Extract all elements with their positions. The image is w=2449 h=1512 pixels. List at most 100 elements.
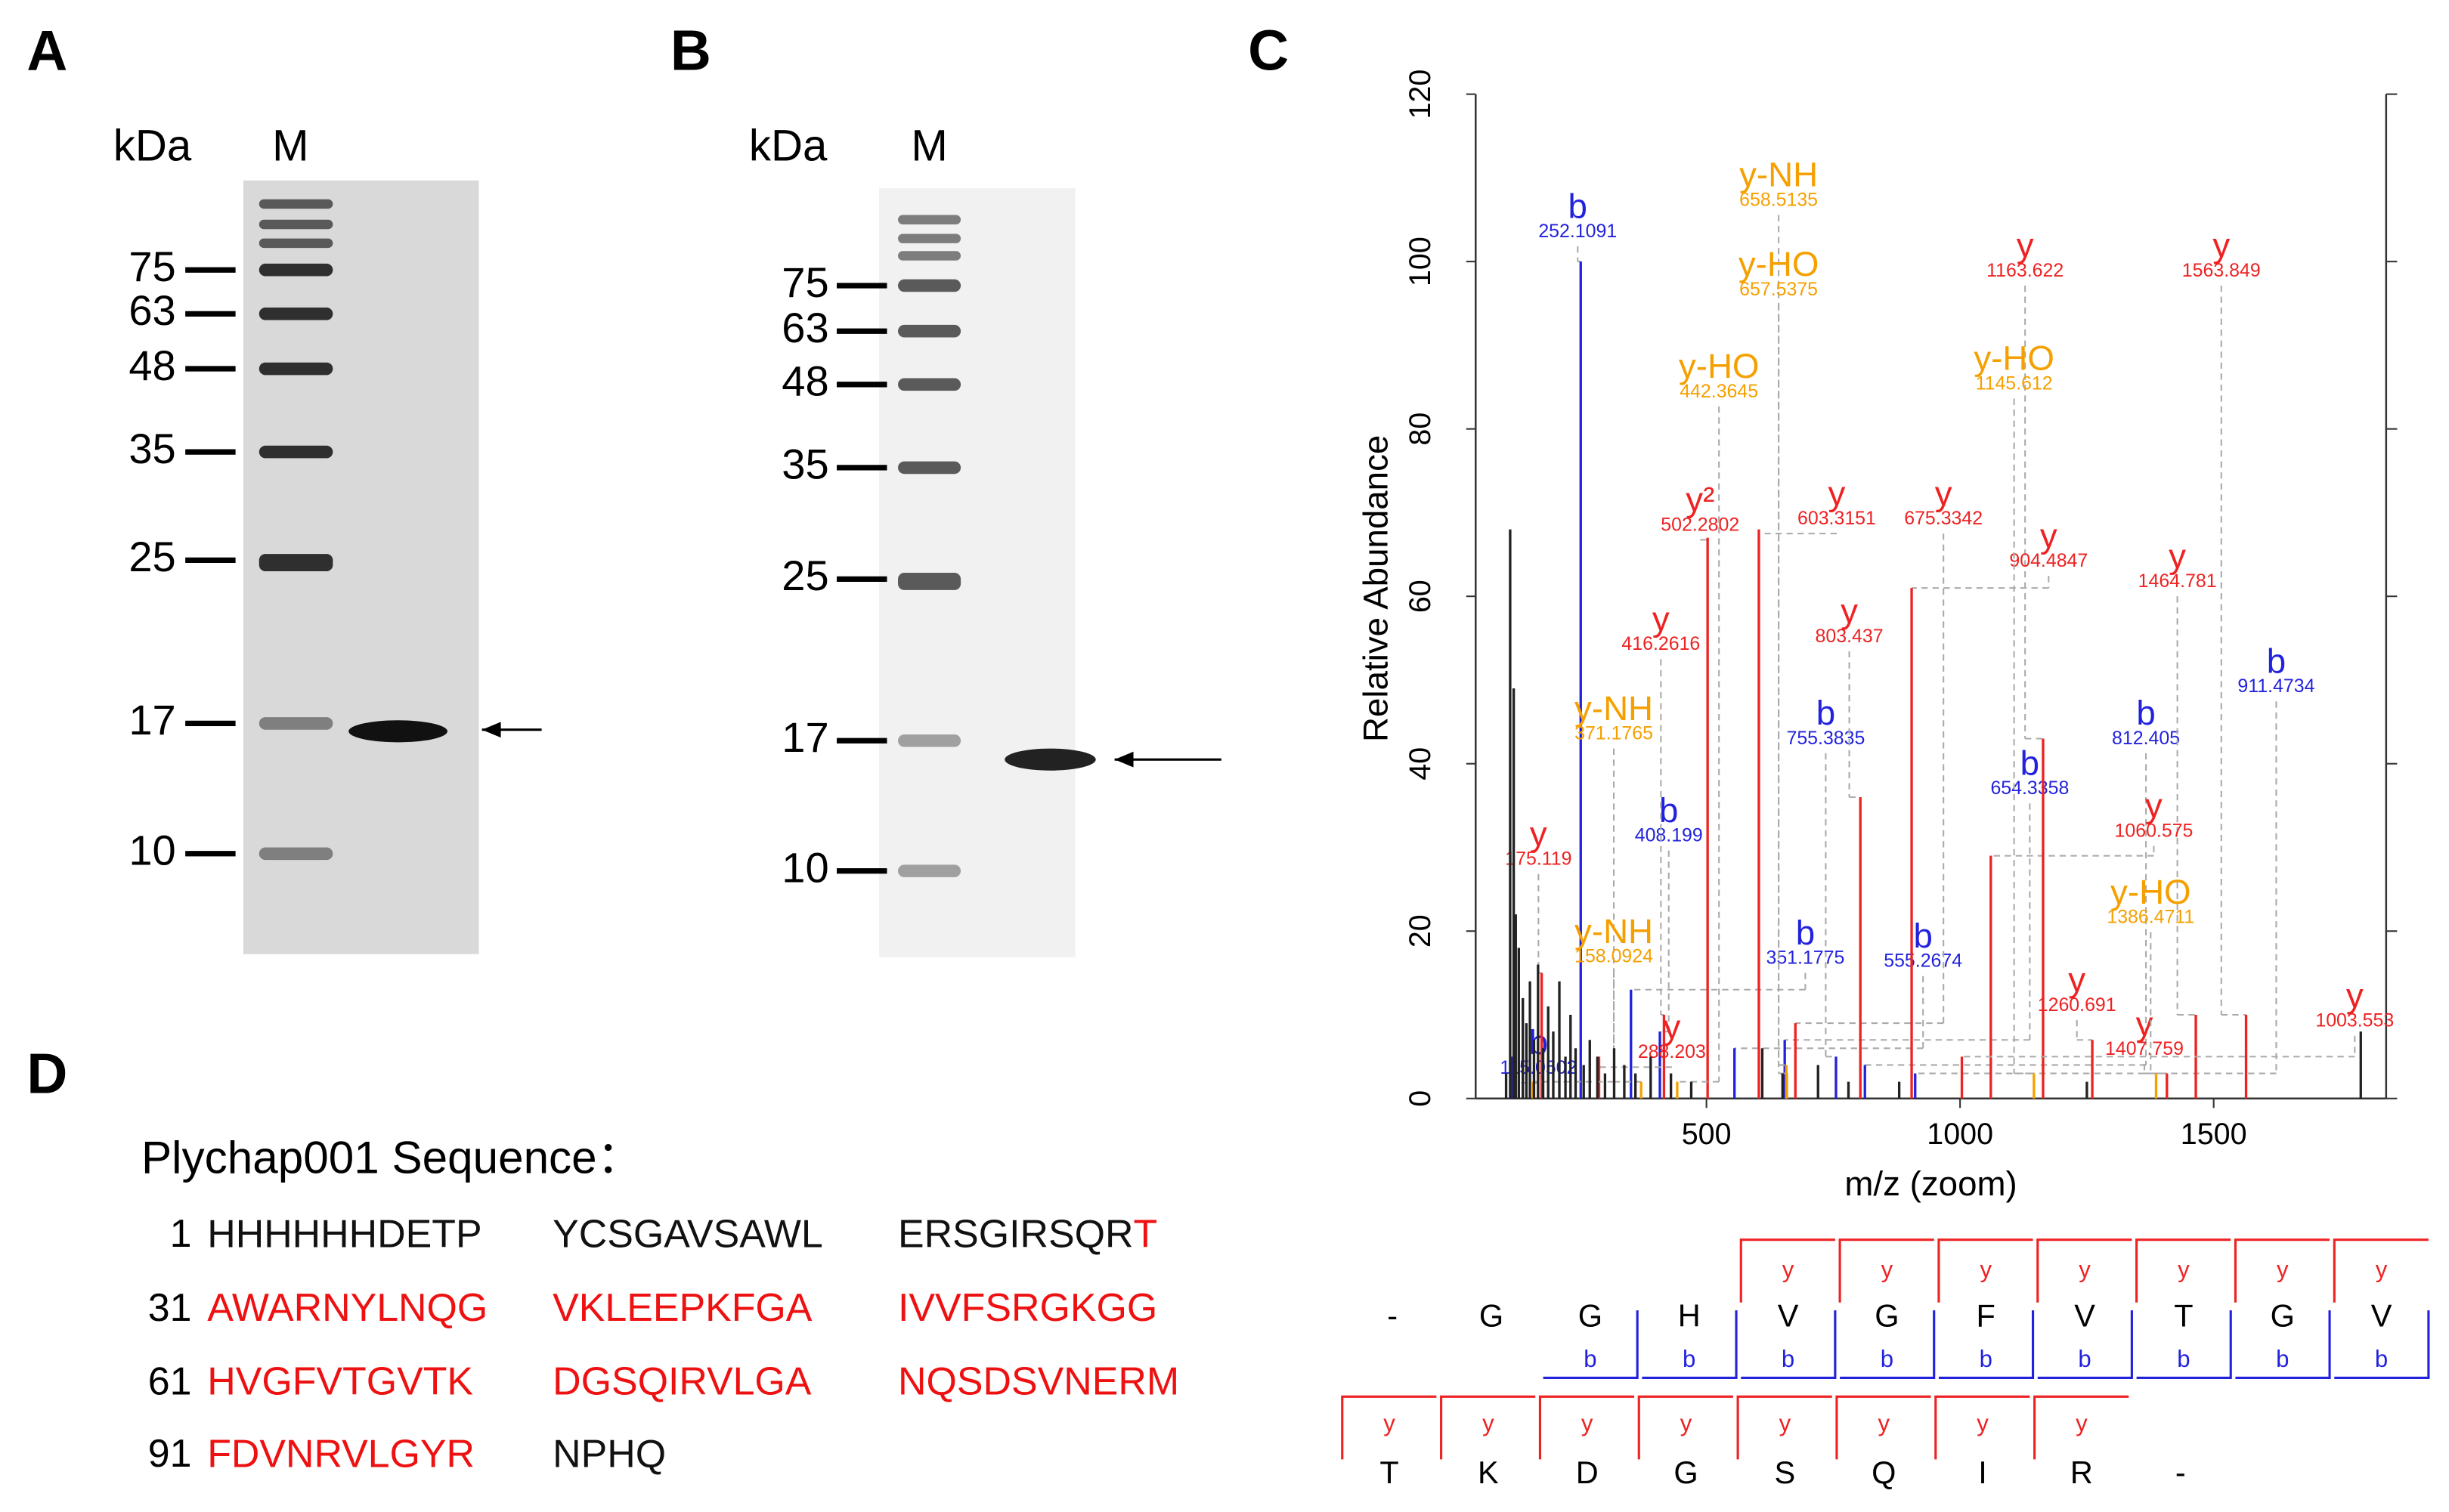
ion-label: b	[1568, 187, 1587, 225]
b-ion: b	[1980, 1346, 1992, 1372]
y-tick-label: 20	[1404, 914, 1437, 948]
b-bracket	[2334, 1310, 2430, 1379]
gel-band	[259, 717, 333, 730]
y-ion: y	[1878, 1410, 1890, 1436]
y-tick-label: 80	[1404, 413, 1437, 446]
y-bracket	[1835, 1395, 1931, 1460]
b-ion: b	[2375, 1346, 2388, 1372]
ion-label: b	[2267, 642, 2286, 681]
gel-band	[348, 720, 447, 743]
y-bracket	[2135, 1238, 2231, 1303]
sequence-number: 1	[170, 1212, 192, 1256]
b-ion: b	[1683, 1346, 1695, 1372]
gel-band	[259, 263, 333, 277]
mz-label: 416.2616	[1621, 633, 1700, 654]
gel-band	[898, 461, 961, 475]
residue: G	[1578, 1297, 1602, 1333]
panel-label: A	[26, 18, 67, 82]
mz-label: 803.437	[1816, 626, 1884, 647]
leader-line	[2013, 398, 2034, 1074]
y-ion: y	[1881, 1256, 1893, 1282]
b-ion: b	[1881, 1346, 1893, 1372]
residue: -	[1387, 1297, 1398, 1333]
leader-line	[1577, 246, 1581, 263]
y-tick-label: 100	[1404, 237, 1437, 286]
ion-label: y	[1828, 474, 1846, 512]
residue: D	[1576, 1455, 1599, 1490]
y-bracket	[1934, 1395, 2030, 1460]
gel-band	[1005, 748, 1096, 771]
y-bracket	[1937, 1238, 2033, 1303]
x-axis-label: m/z (zoom)	[1844, 1164, 2017, 1203]
b-bracket	[2136, 1310, 2232, 1379]
y-bracket	[1838, 1238, 1934, 1303]
sequence-number: 61	[148, 1359, 192, 1403]
marker-label: 35	[782, 441, 828, 488]
residue: G	[1479, 1297, 1503, 1333]
sequence-group: YCSGAVSAWL	[553, 1212, 823, 1256]
marker-label: 48	[128, 342, 175, 389]
ion-label: y-HO	[2110, 873, 2191, 911]
sequence-group: HHHHHHDETP	[207, 1212, 481, 1256]
sequence-group: NQSDSVNERM	[898, 1359, 1179, 1403]
y-ion: y	[1581, 1410, 1593, 1436]
y-tick-label: 60	[1404, 580, 1437, 613]
mz-label: 1163.622	[1986, 260, 2064, 281]
ion-label: y	[2068, 960, 2085, 999]
panel-label: B	[670, 18, 711, 82]
sequence-group: AWARNYLNQG	[207, 1286, 488, 1330]
mz-label: 1260.691	[2038, 994, 2116, 1016]
ion-label: y	[2145, 787, 2163, 825]
marker-label: 25	[128, 533, 175, 580]
leader-line	[1795, 533, 1945, 1025]
y-bracket	[1440, 1395, 1536, 1460]
ion-label: y	[1663, 1007, 1680, 1046]
leader-line	[2220, 285, 2246, 1016]
residue: F	[1977, 1297, 1995, 1333]
mz-label: 288.203	[1638, 1041, 1706, 1062]
b-bracket	[1840, 1310, 1936, 1379]
sequence-group: ERSGIRSQRT	[898, 1212, 1157, 1256]
b-bracket	[1741, 1310, 1837, 1379]
ion-label: y²	[1686, 481, 1714, 519]
sequence-number: 91	[148, 1432, 192, 1476]
gel-band	[898, 378, 961, 391]
sequence-group: IVVFSRGKGG	[898, 1286, 1157, 1330]
gel-band	[259, 238, 333, 249]
gel-band	[898, 734, 961, 747]
gel-band	[259, 847, 333, 861]
sequence-group: VKLEEPKFGA	[553, 1286, 813, 1330]
mz-label: 658.5135	[1739, 189, 1818, 210]
sequence-segment: DGSQIRVLGA	[553, 1359, 812, 1403]
ion-label: y	[2212, 226, 2230, 264]
sequence-segment: YCSGAVSAWL	[553, 1212, 823, 1256]
sequence-segment: HVGFVTGVTK	[207, 1359, 473, 1403]
leader-line	[1778, 304, 1787, 1066]
ion-label: y	[2346, 976, 2364, 1015]
mz-label: 351.1775	[1766, 948, 1844, 969]
mz-label: 1407.759	[2105, 1038, 2184, 1059]
ion-label: y-HO	[1974, 339, 2054, 378]
leader-line	[2076, 1019, 2093, 1041]
arrow-head	[1114, 751, 1134, 768]
y-ion: y	[2376, 1256, 2388, 1282]
gel-unit: kDa	[113, 122, 192, 171]
mz-label: 1464.781	[2138, 570, 2217, 592]
y-ion: y	[1482, 1410, 1494, 1436]
gel-lane-label: M	[911, 122, 947, 171]
marker-label: 63	[782, 304, 828, 351]
ion-label: y-NH	[1739, 156, 1818, 194]
b-ion: b	[2276, 1346, 2289, 1372]
mz-label: 1563.849	[2182, 260, 2261, 281]
sequence-group: NPHQ	[553, 1432, 666, 1476]
mz-label: 675.3342	[1904, 508, 1983, 529]
mz-label: 1060.575	[2115, 820, 2194, 841]
sequence-title: Plychap001 Sequence：	[141, 1132, 642, 1183]
ion-label: b	[2136, 694, 2155, 732]
sequence-group: FDVNRVLGYR	[207, 1432, 475, 1476]
residue: T	[1379, 1455, 1398, 1490]
marker-label: 25	[782, 552, 828, 599]
mz-label: 657.5375	[1739, 279, 1818, 300]
gel-band	[898, 864, 961, 877]
mz-label: 175.119	[1505, 849, 1571, 870]
